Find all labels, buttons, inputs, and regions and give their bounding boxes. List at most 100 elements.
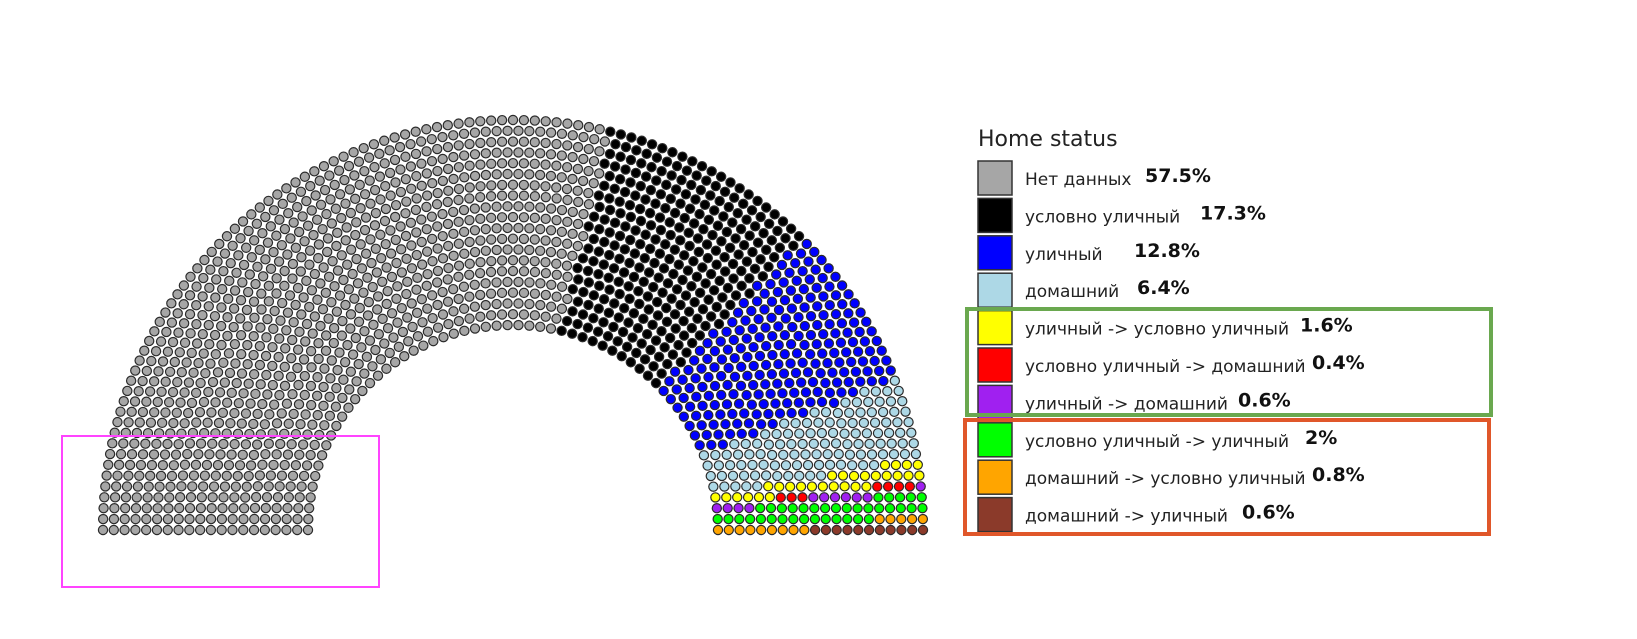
seat-dot [197, 291, 208, 302]
seat-dot [916, 492, 927, 503]
seat-dot [738, 198, 749, 210]
seat-dot [332, 265, 344, 276]
seat-dot [469, 323, 481, 334]
seat-dot [431, 277, 443, 288]
seat-dot [245, 460, 257, 471]
seat-dot [753, 313, 764, 325]
seat-dot [272, 189, 283, 200]
seat-dot [675, 356, 687, 368]
seat-dot [464, 236, 475, 248]
seat-dot [384, 347, 395, 359]
seat-dot [251, 218, 263, 229]
seat-dot [260, 502, 272, 514]
seat-dot [583, 277, 595, 288]
seat-dot [758, 398, 769, 410]
seat-dot [784, 267, 795, 278]
seat-dot [491, 244, 502, 256]
seat-dot [228, 303, 240, 314]
seat-dot [229, 438, 240, 450]
seat-dot [380, 180, 391, 192]
seat-dot [664, 253, 675, 265]
seat-dot [496, 179, 508, 191]
seat-dot [126, 406, 137, 418]
seat-dot [502, 147, 513, 158]
seat-dot [199, 470, 211, 481]
seat-dot [651, 296, 663, 308]
seat-dot [524, 223, 535, 234]
seat-dot [823, 263, 834, 274]
seat-dot [388, 332, 399, 343]
seat-dot [744, 288, 755, 299]
seat-dot [513, 125, 524, 137]
seat-dot [287, 258, 299, 270]
seat-dot [892, 470, 903, 481]
seat-dot [529, 234, 540, 245]
seat-dot [701, 175, 712, 186]
seat-dot [760, 379, 771, 390]
seat-dot [609, 298, 620, 309]
seat-dot [243, 225, 254, 237]
seat-dot [502, 125, 513, 137]
seat-dot [480, 299, 491, 311]
seat-dot [115, 406, 126, 417]
seat-dot [686, 281, 697, 292]
seat-dot [648, 361, 659, 372]
seat-dot [793, 397, 805, 408]
seat-dot [771, 269, 782, 280]
seat-dot [734, 513, 745, 525]
seat-dot [215, 449, 226, 460]
seat-dot [206, 407, 217, 418]
seat-dot [507, 114, 519, 126]
seat-dot [513, 319, 524, 331]
highlight-box-magenta [61, 435, 380, 588]
seat-dot [486, 234, 497, 245]
seat-dot [416, 293, 428, 305]
seat-dot [279, 380, 291, 392]
seat-dot [237, 277, 248, 288]
seat-dot [755, 211, 766, 223]
seat-dot [717, 292, 728, 303]
seat-dot [164, 366, 176, 377]
seat-dot [141, 365, 153, 377]
seat-dot [279, 280, 290, 292]
seat-dot [179, 387, 190, 398]
seat-dot [852, 503, 863, 514]
seat-dot [241, 481, 252, 492]
seat-dot [332, 364, 343, 376]
seat-dot [448, 228, 459, 240]
seat-dot [752, 237, 764, 248]
seat-dot [851, 397, 863, 408]
seat-dot [173, 327, 184, 338]
seat-dot [496, 114, 508, 126]
seat-dot [299, 236, 310, 247]
seat-dot [210, 349, 222, 360]
seat-dot [274, 214, 285, 225]
seat-dot [321, 208, 332, 220]
seat-dot [895, 427, 906, 439]
seat-dot [369, 220, 381, 231]
seat-dot [630, 225, 641, 236]
seat-dot [804, 470, 816, 481]
seat-dot [233, 397, 245, 409]
seat-dot [401, 253, 412, 265]
seat-dot [859, 336, 871, 347]
seat-dot [305, 449, 316, 461]
seat-dot [808, 492, 819, 503]
seat-dot [741, 333, 752, 344]
seat-dot [798, 503, 809, 514]
seat-dot [592, 326, 604, 337]
seat-dot [257, 398, 268, 410]
seat-dot [249, 312, 260, 324]
seat-dot [254, 470, 266, 481]
seat-dot [303, 513, 314, 525]
seat-dot [262, 237, 274, 248]
seat-dot [389, 211, 401, 223]
seat-dot [545, 203, 557, 214]
legend-swatch [977, 347, 1013, 383]
seat-dot [735, 223, 747, 235]
seat-dot [295, 419, 306, 430]
seat-dot [890, 459, 902, 471]
seat-dot [849, 298, 860, 309]
seat-dot [151, 513, 163, 525]
seat-dot [422, 326, 434, 337]
